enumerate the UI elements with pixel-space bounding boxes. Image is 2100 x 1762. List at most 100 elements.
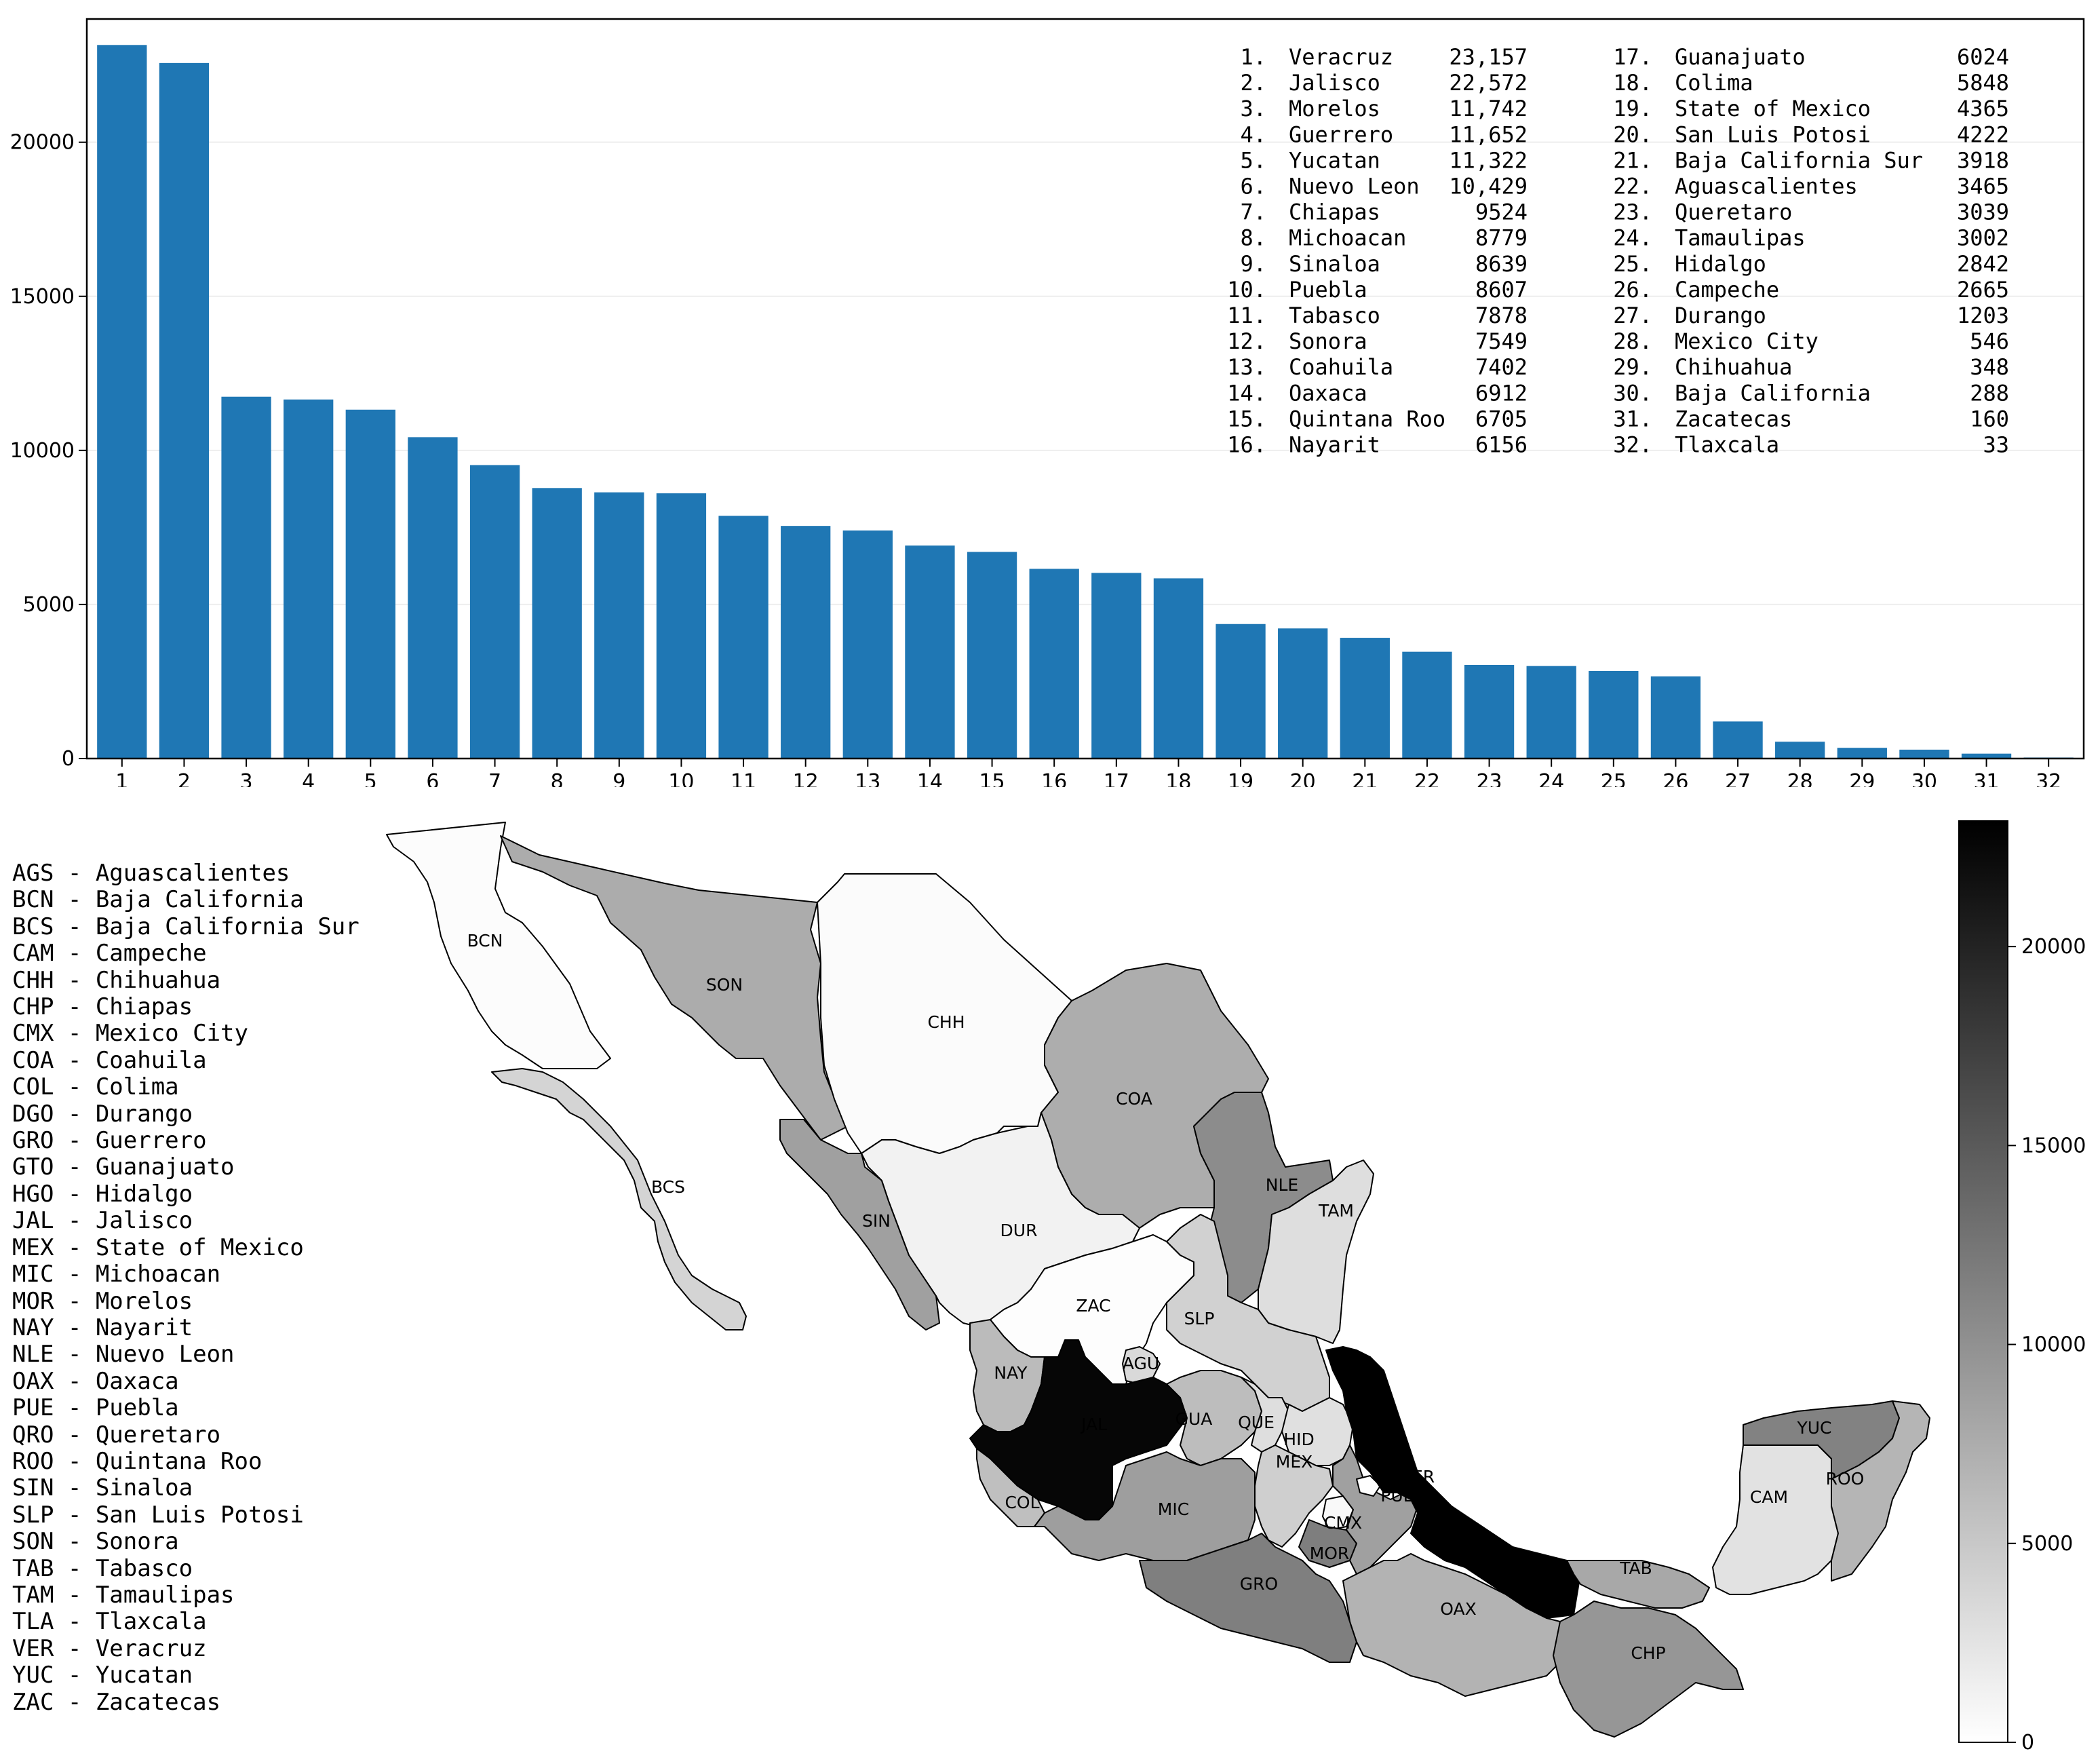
bar — [718, 516, 769, 759]
ranking-value: 6024 — [1957, 44, 2009, 70]
x-tick-label: 13 — [855, 770, 880, 787]
legend-entry: QRO - Queretaro — [12, 1421, 221, 1449]
ranking-value: 11,652 — [1449, 121, 1528, 147]
legend-entry: COA - Coahuila — [12, 1046, 207, 1074]
ranking-rank: 20. — [1613, 121, 1652, 147]
map-label-cmx: CMX — [1324, 1513, 1362, 1533]
bar — [1278, 628, 1328, 759]
ranking-rank: 24. — [1613, 225, 1652, 251]
map-region-gua — [1166, 1370, 1262, 1466]
map-label-son: SON — [706, 975, 743, 995]
x-tick-label: 2 — [178, 770, 191, 787]
ranking-rank: 12. — [1227, 328, 1266, 354]
legend-entry: GRO - Guerrero — [12, 1127, 207, 1155]
ranking-state-name: Quintana Roo — [1289, 406, 1445, 432]
bar — [1340, 638, 1390, 759]
map-label-mor: MOR — [1310, 1544, 1350, 1563]
map-regions — [386, 822, 1930, 1738]
ranking-state-name: Guerrero — [1289, 121, 1393, 147]
x-tick-label: 9 — [612, 770, 625, 787]
bar — [1589, 670, 1639, 759]
ranking-value: 348 — [1970, 354, 2009, 380]
legend-entry: TLA - Tlaxcala — [12, 1608, 207, 1636]
x-tick-label: 14 — [917, 770, 943, 787]
legend-entry: TAM - Tamaulipas — [12, 1581, 235, 1609]
legend-entry: CHP - Chiapas — [12, 993, 193, 1021]
x-tick-label: 21 — [1352, 770, 1378, 787]
map-label-bcn: BCN — [467, 931, 503, 951]
ranking-value: 160 — [1970, 406, 2009, 432]
bar — [594, 492, 644, 759]
x-tick-label: 15 — [979, 770, 1005, 787]
legend-entry: HGO - Hidalgo — [12, 1180, 193, 1208]
bar — [781, 526, 831, 759]
bar — [345, 409, 395, 759]
ranking-value: 288 — [1970, 380, 2009, 406]
legend-entry: COL - Colima — [12, 1073, 179, 1101]
map-region-tla — [1356, 1475, 1381, 1497]
ranking-state-name: Hidalgo — [1675, 251, 1766, 277]
map-region-son — [500, 835, 849, 1141]
x-tick-label: 22 — [1414, 770, 1440, 787]
bar — [1091, 573, 1142, 759]
map-label-nay: NAY — [994, 1363, 1028, 1383]
legend-entry: VER - Veracruz — [12, 1634, 207, 1662]
plot-frame — [85, 18, 2085, 760]
colorbar-gradient — [1958, 820, 2008, 1743]
map-label-mex: MEX — [1276, 1452, 1313, 1472]
bar — [159, 62, 210, 759]
legend-entry: BCN - Baja California — [12, 886, 304, 914]
ranking-rank: 19. — [1613, 96, 1652, 121]
map-label-yuc: YUC — [1796, 1418, 1831, 1438]
ranking-value: 2665 — [1957, 277, 2009, 303]
x-tick-label: 12 — [793, 770, 819, 787]
ranking-state-name: Durango — [1675, 303, 1766, 328]
ranking-rank: 17. — [1613, 44, 1652, 70]
ranking-rank: 7. — [1240, 199, 1266, 225]
legend-entry: MOR - Morelos — [12, 1287, 193, 1315]
x-tick-label: 8 — [551, 770, 564, 787]
ranking-state-name: Zacatecas — [1675, 406, 1792, 432]
ranking-rank: 23. — [1613, 199, 1652, 225]
map-region-cam — [1712, 1444, 1839, 1595]
ranking-rank: 1. — [1240, 44, 1266, 70]
ranking-state-name: Campeche — [1675, 277, 1779, 303]
map-label-chp: CHP — [1631, 1643, 1665, 1663]
legend-entry: ROO - Quintana Roo — [12, 1447, 262, 1475]
map-label-tab: TAB — [1619, 1558, 1652, 1578]
map-label-coa: COA — [1116, 1089, 1152, 1109]
ranking-value: 33 — [1983, 432, 2009, 458]
ranking-rank: 8. — [1240, 225, 1266, 251]
legend-entry: ZAC - Zacatecas — [12, 1688, 221, 1716]
ranking-rank: 11. — [1227, 303, 1266, 328]
legend-entry: NAY - Nayarit — [12, 1314, 193, 1341]
ranking-value: 3918 — [1957, 147, 2009, 173]
legend-entry: SON - Sonora — [12, 1528, 179, 1556]
ranking-value: 5848 — [1957, 70, 2009, 96]
ranking-rank: 32. — [1613, 432, 1652, 458]
ranking-value: 10,429 — [1449, 174, 1528, 199]
bar — [1775, 742, 1825, 759]
map-label-gro: GRO — [1240, 1574, 1278, 1594]
bar — [1526, 666, 1576, 759]
map-region-gro — [1139, 1533, 1357, 1663]
ranking-value: 1203 — [1957, 303, 2009, 328]
ranking-value: 2842 — [1957, 251, 2009, 277]
bar-chart-bars — [97, 45, 2074, 759]
bar — [1402, 651, 1452, 759]
map-label-col: COL — [1005, 1493, 1039, 1512]
ranking-rank: 22. — [1613, 174, 1652, 199]
bar — [221, 396, 271, 759]
x-tick-label: 6 — [426, 770, 439, 787]
ranking-rank: 14. — [1227, 380, 1266, 406]
map-label-que: QUE — [1238, 1413, 1275, 1432]
bar — [1961, 753, 2012, 759]
bar — [656, 493, 707, 759]
map-label-bcs: BCS — [651, 1177, 685, 1197]
legend-entry: SLP - San Luis Potosi — [12, 1501, 304, 1529]
ranking-rank: 18. — [1613, 70, 1652, 96]
bar — [469, 465, 520, 759]
ranking-value: 3002 — [1957, 225, 2009, 251]
map-region-bcs — [491, 1068, 747, 1330]
